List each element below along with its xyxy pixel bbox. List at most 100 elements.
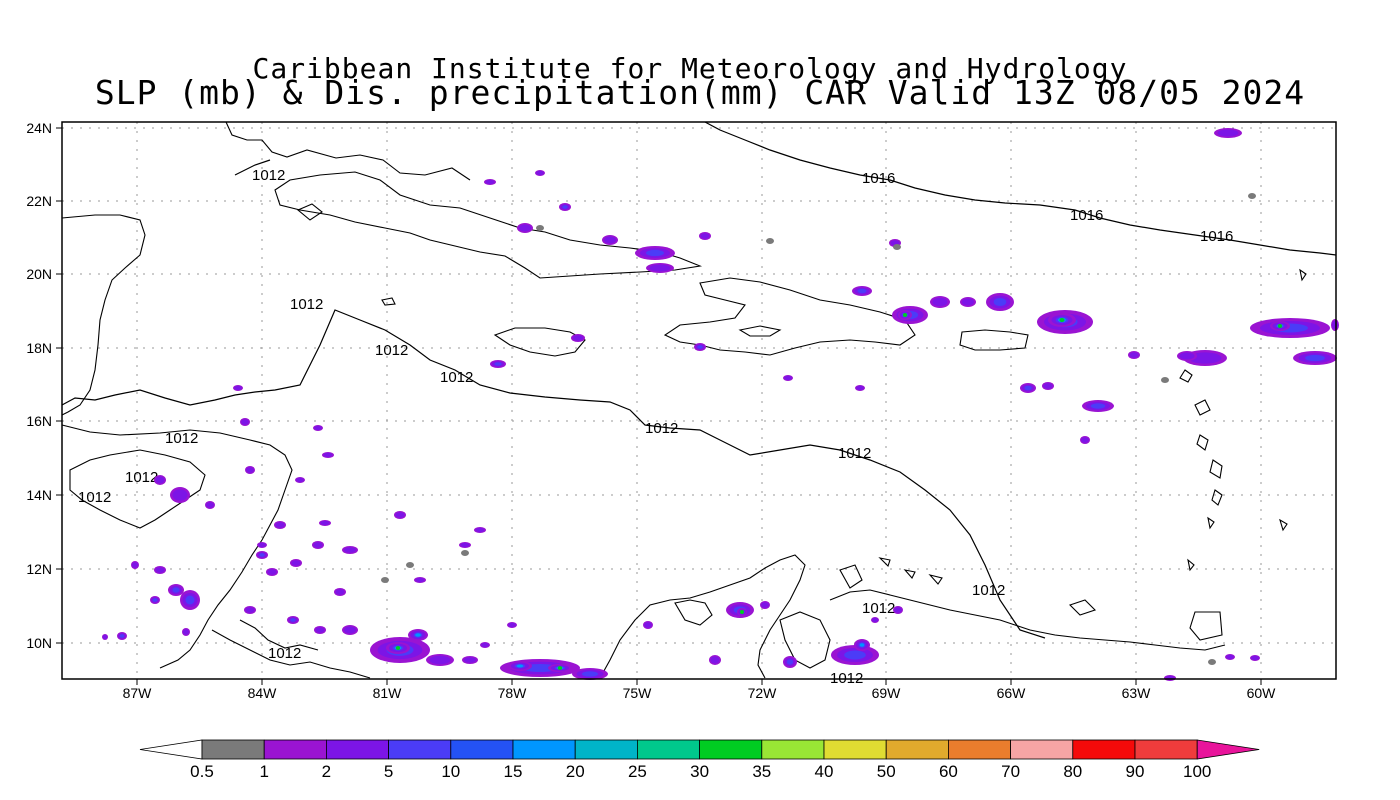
precip-cell-light — [766, 238, 774, 244]
coastlines — [61, 121, 1307, 679]
colorbar-swatch — [201, 739, 265, 760]
lon-tick-label: 84W — [248, 685, 278, 701]
precip-cell-core — [234, 385, 242, 391]
lat-tick-label: 24N — [26, 120, 52, 136]
coast-trinidad — [1189, 611, 1223, 641]
precip-cell-core — [344, 547, 356, 553]
precip-cell-core — [562, 205, 568, 209]
longitude-labels: 87W 84W 81W 78W 75W 72W 69W 66W 63W 60W — [123, 679, 1276, 701]
precip-cell-core — [1332, 320, 1338, 330]
precip-cell-core — [1043, 383, 1053, 389]
precip-cell-core — [604, 236, 616, 244]
precip-cell-core — [700, 233, 710, 239]
isobar-1016-north — [704, 121, 1337, 256]
lat-tick-label: 18N — [26, 340, 52, 356]
precip-cell-core — [1129, 352, 1139, 358]
colorbar-label: 60 — [939, 762, 958, 781]
colorbar-swatch — [823, 739, 887, 760]
precip-cell-light — [536, 225, 544, 231]
lon-tick-label: 75W — [623, 685, 653, 701]
precip-cell-core — [710, 656, 720, 664]
precip-cell-core — [183, 629, 189, 635]
lat-tick-label: 22N — [26, 193, 52, 209]
colorbar-swatch — [1134, 739, 1198, 760]
precip-cell-core — [475, 527, 485, 533]
coast-maracaibo — [779, 611, 831, 669]
precip-cell-core — [323, 452, 333, 458]
coast-abc-islands — [878, 557, 943, 585]
precip-cell-core — [314, 425, 322, 431]
precip-cell-core — [581, 671, 599, 677]
precip-cell-core — [894, 607, 902, 613]
isobar-label: 1012 — [375, 342, 408, 359]
isobar-label: 1016 — [1070, 207, 1103, 224]
colorbar-swatch — [948, 739, 1012, 760]
precip-cell-core — [1059, 318, 1065, 322]
precip-cell-core — [429, 655, 451, 665]
precip-cell-core — [1251, 655, 1259, 661]
colorbar-swatch — [388, 739, 452, 760]
precip-cell-core — [415, 577, 425, 583]
colorbar-label: 90 — [1126, 762, 1145, 781]
coast-panama — [211, 629, 371, 679]
precip-cell-light — [1208, 659, 1216, 665]
coast-guajira — [674, 599, 713, 626]
precip-cell-core — [649, 264, 671, 272]
precip-cell-core — [460, 542, 470, 548]
chart-title-product: SLP (mb) & Dis. precipitation(mm) CAR Va… — [95, 73, 1305, 112]
colorbar-swatch — [761, 739, 825, 760]
precip-cell-core — [267, 569, 277, 575]
precip-cell-core — [132, 562, 138, 568]
colorbar-label: 0.5 — [190, 762, 214, 781]
precip-cell-core — [644, 622, 652, 628]
precip-cell-core — [1226, 654, 1234, 660]
precip-cell-core — [155, 476, 165, 484]
coast-paraguana — [839, 564, 863, 589]
precip-cell-core — [395, 646, 401, 650]
lon-tick-label: 66W — [997, 685, 1027, 701]
coast-gonave — [738, 325, 782, 337]
isobar-label: 1012 — [972, 582, 1005, 599]
precip-cell-core — [740, 610, 744, 614]
coast-panama-2 — [239, 619, 319, 651]
precip-cell-core — [1081, 437, 1089, 443]
precip-cell-core — [206, 502, 214, 508]
coast-honduras — [61, 424, 293, 669]
colorbar-swatch — [263, 739, 327, 760]
precip-cell-light — [461, 550, 469, 556]
isobar-label: 1012 — [290, 296, 323, 313]
colorbar-label: 20 — [566, 762, 585, 781]
colorbar-label: 100 — [1183, 762, 1211, 781]
precip-cell-core — [259, 553, 265, 557]
colorbar-swatch — [574, 739, 638, 760]
precip-cell-core — [481, 642, 489, 648]
precip-cell-core — [993, 297, 1007, 307]
colorbar-label: 1 — [259, 762, 268, 781]
precip-cell-core — [155, 567, 165, 573]
precip-cell-core — [872, 617, 878, 623]
isobar-label: 1012 — [838, 445, 871, 462]
isobars — [61, 121, 1337, 639]
precip-cell-core — [646, 249, 664, 257]
precip-cell-core — [395, 512, 405, 518]
precip-cell-core — [516, 664, 524, 668]
precip-cell-core — [494, 362, 502, 366]
precip-cell-core — [172, 587, 180, 593]
colorbar-swatch — [699, 739, 763, 760]
precip-cell-core — [119, 634, 125, 638]
coast-hispaniola — [663, 277, 916, 356]
isobar-label: 1016 — [1200, 228, 1233, 245]
precip-cell-core — [962, 298, 974, 306]
precip-cell-core — [290, 618, 296, 622]
lon-tick-label: 81W — [373, 685, 403, 701]
precip-cell-core — [102, 634, 108, 640]
coast-yucatan — [61, 214, 146, 416]
precip-cell-light — [893, 244, 901, 250]
colorbar-label: 80 — [1063, 762, 1082, 781]
precip-cell-core — [296, 477, 304, 483]
precip-cell-core — [1217, 129, 1239, 137]
isobar-label: 1012 — [165, 430, 198, 447]
colorbar-label: 5 — [384, 762, 393, 781]
precip-cell-core — [784, 375, 792, 381]
